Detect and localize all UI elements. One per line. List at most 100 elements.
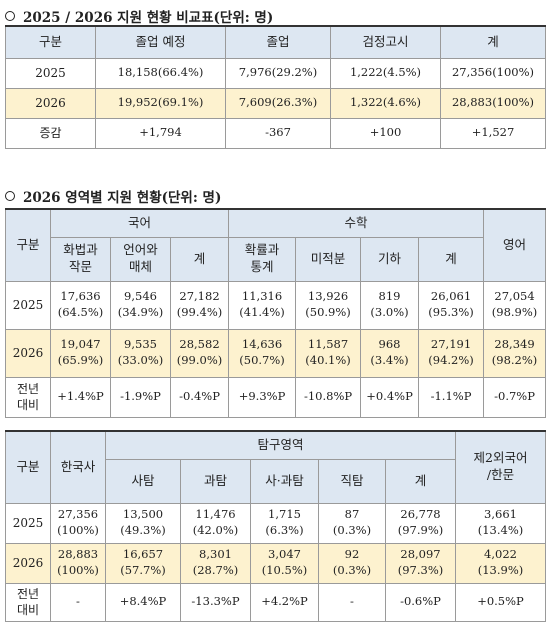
cell-line: (65.9%) xyxy=(57,353,104,367)
data-cell: - xyxy=(50,582,106,622)
cell-text: 구분 xyxy=(16,458,40,474)
table-body: 2025 18,158(66.4%) 7,976(29.2%) 1,222(4.5%)… xyxy=(5,57,546,149)
cell-text: 미적분 xyxy=(310,250,346,266)
header-cell: 탐구영역 xyxy=(105,430,456,460)
cell-text: 2025 xyxy=(12,297,44,312)
cell-text: 18,158(66.4%) xyxy=(117,65,204,80)
cell-line: 통계 xyxy=(250,259,274,274)
data-cell: 1,715 (6.3%) xyxy=(250,502,319,544)
data-cell: 18,158(66.4%) xyxy=(95,57,226,89)
cell-line: (95.3%) xyxy=(428,305,474,319)
data-cell: 19,952(69.1%) xyxy=(95,87,226,119)
cell-line: (50.9%) xyxy=(305,305,351,319)
bullet xyxy=(5,11,15,21)
cell-line: 26,061 xyxy=(430,289,472,304)
cell-line: 대비 xyxy=(16,603,40,617)
cell-line: (99.0%) xyxy=(176,353,223,367)
data-cell: -0.7%P xyxy=(483,376,547,418)
data-cell: +0.4%P xyxy=(360,376,420,418)
cell-text: 탐구영역 xyxy=(257,436,304,452)
header-cell: 사·과탐 xyxy=(250,458,319,504)
cell-text: 계 xyxy=(445,250,457,266)
cell-line: 8,301 xyxy=(199,547,232,562)
row-label: 2025 xyxy=(5,280,51,330)
data-cell: 4,022 (13.9%) xyxy=(455,542,546,584)
title-text: 2025 / 2026 지원 현황 비교표(단위: 명) xyxy=(23,10,274,26)
data-cell: -0.6%P xyxy=(385,582,456,622)
data-cell: 9,535 (33.0%) xyxy=(110,328,171,378)
cell-line: (98.9%) xyxy=(491,305,538,319)
cell-text: 졸업 xyxy=(266,33,290,49)
cell-text: 27,356(100%) xyxy=(451,65,535,80)
cell-line: (28.7%) xyxy=(192,563,239,577)
cell-text: +100 xyxy=(369,125,402,140)
header-cell: 계 xyxy=(385,458,456,504)
data-cell: 28,582 (99.0%) xyxy=(169,328,230,378)
row-label: 증감 xyxy=(5,117,96,149)
cell-line: (0.3%) xyxy=(332,563,372,577)
title-text: 2026 영역별 지원 현황(단위: 명) xyxy=(23,190,222,206)
header-cell: 확률과 통계 xyxy=(228,236,297,282)
cell-text: +4.2%P xyxy=(261,594,308,609)
cell-text: +9.3%P xyxy=(238,389,286,404)
cell-line: 11,476 xyxy=(195,507,236,522)
data-cell: +1.4%P xyxy=(50,376,111,418)
header-cell: 구분 xyxy=(5,25,96,59)
header-cell: 국어 xyxy=(49,208,230,238)
data-cell: 27,054 (98.9%) xyxy=(483,280,547,330)
cell-line: 대비 xyxy=(16,398,40,412)
cell-text: 수학 xyxy=(344,214,368,230)
cell-line: 11,316 xyxy=(241,289,283,304)
cell-text: 2025 xyxy=(12,515,44,530)
data-cell: 26,061 (95.3%) xyxy=(418,280,485,330)
cell-text: 구분 xyxy=(38,33,62,49)
cell-text: +1,527 xyxy=(471,125,515,140)
cell-line: 13,926 xyxy=(307,289,349,304)
cell-text: -0.4%P xyxy=(179,389,220,404)
cell-text: 계 xyxy=(414,472,427,488)
section-title: 2025 / 2026 지원 현황 비교표(단위: 명) xyxy=(5,6,273,26)
cell-text: -1.1%P xyxy=(430,389,472,404)
data-cell: 13,926 (50.9%) xyxy=(295,280,362,330)
data-cell: 27,356(100%) xyxy=(50,502,106,544)
cell-line: 819 xyxy=(378,289,401,304)
cell-line: 1,715 xyxy=(268,507,301,522)
cell-text: 2026 xyxy=(12,555,44,570)
cell-text: 국어 xyxy=(128,214,152,230)
cell-text: +0.5%P xyxy=(477,594,524,609)
data-table: 구분 국어 수학 영어 화법과 작문 언어와 매체 계 확률과 통계 미적분 기하 계 2025 17,636… xyxy=(5,208,547,418)
cell-line: /한문 xyxy=(486,467,515,483)
cell-line: (57.7%) xyxy=(120,563,166,577)
data-cell: +0.5%P xyxy=(455,582,546,622)
cell-text: 기하 xyxy=(378,250,402,266)
data-cell: 11,316 (41.4%) xyxy=(228,280,297,330)
header-cell: 계 xyxy=(418,236,485,282)
cell-line: 3,661 xyxy=(484,507,517,522)
cell-text: +1.4%P xyxy=(57,389,104,404)
cell-text: 졸업 예정 xyxy=(135,33,186,49)
cell-text: -1.9%P xyxy=(120,389,161,404)
data-row: 전년 대비 - +8.4%P -13.3%P +4.2%P - -0.6%P +0.5%P xyxy=(5,582,546,622)
cell-line: 14,636 xyxy=(241,337,283,352)
cell-text: -0.6%P xyxy=(400,594,441,609)
cell-text: 계 xyxy=(193,250,206,266)
header-cell: 계 xyxy=(169,236,230,282)
data-cell: 819 (3.0%) xyxy=(360,280,420,330)
cell-line: 28,582 xyxy=(179,337,220,352)
cell-text: 7,976(29.2%) xyxy=(238,65,318,80)
cell-line: (50.7%) xyxy=(239,353,285,367)
cell-line: (49.3%) xyxy=(120,523,166,537)
data-cell: 26,778 (97.9%) xyxy=(385,502,456,544)
data-cell: +9.3%P xyxy=(228,376,297,418)
cell-line: 제2외국어 xyxy=(473,450,528,466)
data-row: 전년 대비 +1.4%P -1.9%P -0.4%P +9.3%P -10.8%P +0.4%… xyxy=(5,376,547,418)
cell-text: -13.3%P xyxy=(191,594,240,609)
cell-line: 확률과 xyxy=(244,242,280,258)
data-row: 증감 +1,794 -367 +100 +1,527 xyxy=(5,117,546,149)
cell-text: -0.7%P xyxy=(494,389,535,404)
cell-line: 28,097 xyxy=(400,547,441,562)
data-cell: 28,883(100%) xyxy=(440,87,546,119)
data-cell: 17,636 (64.5%) xyxy=(50,280,111,330)
cell-line: 9,546 xyxy=(124,289,157,304)
cell-line: 13,500 xyxy=(122,507,164,522)
